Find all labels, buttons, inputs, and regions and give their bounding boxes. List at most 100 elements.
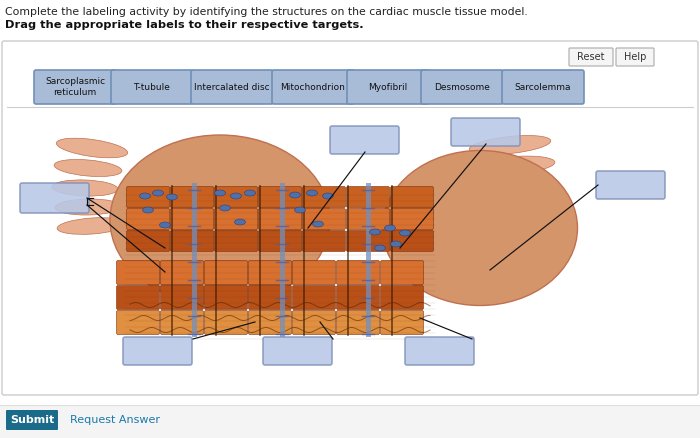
FancyBboxPatch shape xyxy=(337,311,379,335)
FancyBboxPatch shape xyxy=(258,187,302,208)
Ellipse shape xyxy=(290,192,300,198)
FancyBboxPatch shape xyxy=(391,230,433,251)
FancyBboxPatch shape xyxy=(337,261,379,285)
FancyBboxPatch shape xyxy=(293,311,335,335)
Text: Complete the labeling activity by identifying the structures on the cardiac musc: Complete the labeling activity by identi… xyxy=(5,7,528,17)
FancyBboxPatch shape xyxy=(6,410,58,430)
Text: Drag the appropriate labels to their respective targets.: Drag the appropriate labels to their res… xyxy=(5,20,363,30)
FancyBboxPatch shape xyxy=(258,208,302,230)
Text: Sarcoplasmic
reticulum: Sarcoplasmic reticulum xyxy=(45,77,105,97)
FancyBboxPatch shape xyxy=(160,261,204,285)
FancyBboxPatch shape xyxy=(405,337,474,365)
Ellipse shape xyxy=(153,190,164,196)
FancyBboxPatch shape xyxy=(346,187,389,208)
Ellipse shape xyxy=(55,199,121,215)
Text: Sarcolemma: Sarcolemma xyxy=(514,82,571,92)
FancyBboxPatch shape xyxy=(302,208,346,230)
FancyBboxPatch shape xyxy=(171,187,213,208)
FancyBboxPatch shape xyxy=(127,230,169,251)
FancyBboxPatch shape xyxy=(258,230,302,251)
FancyBboxPatch shape xyxy=(214,187,258,208)
FancyBboxPatch shape xyxy=(127,187,169,208)
FancyBboxPatch shape xyxy=(204,261,248,285)
FancyBboxPatch shape xyxy=(263,337,332,365)
Ellipse shape xyxy=(56,138,127,158)
FancyBboxPatch shape xyxy=(330,126,399,154)
FancyBboxPatch shape xyxy=(337,286,379,310)
FancyBboxPatch shape xyxy=(191,70,273,104)
Ellipse shape xyxy=(110,135,330,305)
FancyBboxPatch shape xyxy=(381,286,424,310)
FancyBboxPatch shape xyxy=(381,261,424,285)
Ellipse shape xyxy=(475,156,555,174)
FancyBboxPatch shape xyxy=(272,70,354,104)
FancyBboxPatch shape xyxy=(111,70,193,104)
Ellipse shape xyxy=(471,215,551,233)
FancyBboxPatch shape xyxy=(346,208,389,230)
Ellipse shape xyxy=(384,225,395,231)
Ellipse shape xyxy=(230,193,241,199)
Ellipse shape xyxy=(143,207,153,213)
Ellipse shape xyxy=(307,190,318,196)
Bar xyxy=(280,183,285,337)
FancyBboxPatch shape xyxy=(381,311,424,335)
FancyBboxPatch shape xyxy=(616,48,654,66)
Text: Submit: Submit xyxy=(10,415,54,425)
Bar xyxy=(192,183,197,337)
Ellipse shape xyxy=(54,159,122,177)
FancyBboxPatch shape xyxy=(248,261,291,285)
Ellipse shape xyxy=(214,190,225,196)
FancyBboxPatch shape xyxy=(204,311,248,335)
Ellipse shape xyxy=(323,193,333,199)
Ellipse shape xyxy=(312,221,323,227)
Text: Myofibril: Myofibril xyxy=(368,82,407,92)
Text: Reset: Reset xyxy=(578,52,605,62)
FancyBboxPatch shape xyxy=(34,70,116,104)
FancyBboxPatch shape xyxy=(391,187,433,208)
FancyBboxPatch shape xyxy=(293,261,335,285)
Ellipse shape xyxy=(234,219,246,225)
Ellipse shape xyxy=(391,241,402,247)
FancyBboxPatch shape xyxy=(116,261,160,285)
FancyBboxPatch shape xyxy=(160,286,204,310)
FancyBboxPatch shape xyxy=(502,70,584,104)
Ellipse shape xyxy=(469,135,551,155)
FancyBboxPatch shape xyxy=(248,311,291,335)
Ellipse shape xyxy=(295,207,305,213)
Text: T-tubule: T-tubule xyxy=(134,82,170,92)
Ellipse shape xyxy=(220,205,230,211)
Ellipse shape xyxy=(160,222,171,228)
Bar xyxy=(366,183,371,337)
FancyBboxPatch shape xyxy=(116,311,160,335)
FancyBboxPatch shape xyxy=(214,230,258,251)
FancyBboxPatch shape xyxy=(160,311,204,335)
Ellipse shape xyxy=(400,230,410,236)
Ellipse shape xyxy=(52,180,118,196)
Ellipse shape xyxy=(382,151,578,305)
Bar xyxy=(0,405,700,438)
FancyBboxPatch shape xyxy=(171,208,213,230)
FancyBboxPatch shape xyxy=(116,286,160,310)
Ellipse shape xyxy=(244,190,256,196)
Text: Request Answer: Request Answer xyxy=(70,415,160,425)
FancyBboxPatch shape xyxy=(421,70,503,104)
Ellipse shape xyxy=(139,193,150,199)
FancyBboxPatch shape xyxy=(302,230,346,251)
FancyBboxPatch shape xyxy=(451,118,520,146)
FancyBboxPatch shape xyxy=(302,187,346,208)
Ellipse shape xyxy=(477,197,555,214)
FancyBboxPatch shape xyxy=(127,208,169,230)
Text: Desmosome: Desmosome xyxy=(434,82,490,92)
FancyBboxPatch shape xyxy=(596,171,665,199)
FancyBboxPatch shape xyxy=(204,286,248,310)
FancyBboxPatch shape xyxy=(391,208,433,230)
FancyBboxPatch shape xyxy=(214,208,258,230)
FancyBboxPatch shape xyxy=(293,286,335,310)
Ellipse shape xyxy=(479,177,557,194)
FancyBboxPatch shape xyxy=(346,230,389,251)
FancyBboxPatch shape xyxy=(569,48,613,66)
FancyBboxPatch shape xyxy=(20,183,89,213)
Ellipse shape xyxy=(370,229,381,235)
FancyBboxPatch shape xyxy=(2,41,698,395)
Text: Help: Help xyxy=(624,52,646,62)
